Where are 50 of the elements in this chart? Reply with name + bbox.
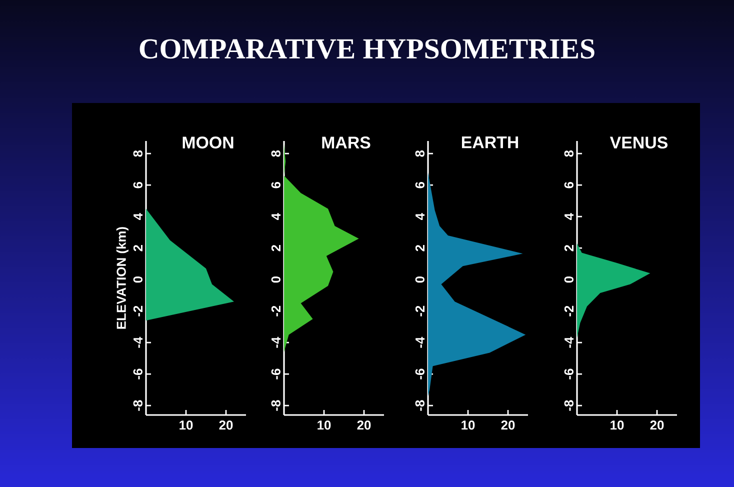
y-tick-label: -4 [272,336,280,348]
x-tick-label: 20 [501,420,515,430]
y-tick-label: 8 [415,150,424,157]
y-axis-title: ELEVATION (km) [116,227,128,329]
y-tick-label: 4 [564,213,574,220]
y-tick-label: 0 [271,276,280,283]
y-tick-label: 2 [415,244,424,252]
y-tick-label: 6 [564,182,574,188]
y-tick-label: -2 [415,306,424,316]
x-tick-label: 20 [650,420,664,430]
y-tick-label: 2 [271,244,280,252]
text: COMPARATIVE HYPSOMETRIES [140,39,594,59]
chart-title: VENUS [610,136,668,149]
chart-title: MOON [182,136,234,149]
y-tick-label: -8 [271,400,280,411]
y-tick-label: 6 [271,182,280,188]
y-tick-label: 8 [564,150,574,157]
y-tick-label: 4 [134,213,142,220]
y-tick-label: -8 [415,400,424,411]
y-tick-label: -6 [415,368,424,380]
x-tick-label: 10 [610,420,624,430]
y-tick-label: -4 [134,336,142,348]
y-tick-label: -2 [271,306,280,316]
x-tick-label: 10 [318,420,331,430]
y-tick-label: -2 [133,306,142,316]
y-tick-label: -4 [416,336,424,348]
y-tick-label: 6 [415,182,424,188]
y-tick-label: -6 [133,368,142,380]
y-tick-label: 8 [271,150,280,157]
y-tick-label: 6 [133,182,142,188]
y-tick-label: 0 [564,276,574,283]
y-tick-label: -8 [133,400,142,411]
y-tick-label: 2 [564,244,574,252]
x-tick-label: 20 [219,420,233,430]
chart-title: EARTH [462,136,518,148]
x-tick-label: 10 [462,420,475,430]
y-tick-label: 8 [133,150,142,157]
y-tick-label: -4 [564,336,574,348]
chart-title: MARS [322,136,370,149]
y-tick-label: 4 [416,213,424,220]
x-tick-label: 10 [180,420,193,430]
x-tick-label: 20 [357,420,371,430]
y-tick-label: 2 [133,244,142,252]
y-tick-label: -2 [564,306,574,316]
y-tick-label: -6 [564,368,574,380]
y-tick-label: -6 [271,368,280,380]
y-tick-label: -8 [564,400,574,411]
y-tick-label: 0 [415,276,424,283]
y-tick-label: 4 [272,213,280,220]
y-tick-label: 0 [133,276,142,283]
